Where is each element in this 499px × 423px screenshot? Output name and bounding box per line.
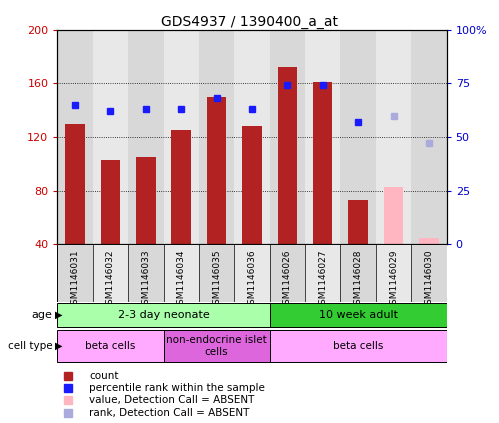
Bar [340,244,376,302]
Bar [411,244,447,302]
Text: non-endocrine islet
cells: non-endocrine islet cells [166,335,267,357]
Bar [164,244,199,302]
Text: GSM1146033: GSM1146033 [141,249,150,310]
Bar [269,303,447,327]
Bar [93,30,128,244]
Bar [57,330,164,362]
Bar [93,244,128,302]
Bar [57,244,93,302]
Text: ▶: ▶ [55,310,62,320]
Text: cell type: cell type [8,341,52,351]
Text: GSM1146028: GSM1146028 [354,249,363,310]
Bar [269,244,305,302]
Text: GSM1146026: GSM1146026 [283,249,292,310]
Bar [136,157,156,244]
Text: count: count [89,371,118,381]
Text: ▶: ▶ [55,341,62,351]
Bar [164,330,269,362]
Bar [164,30,199,244]
Bar [411,30,447,244]
Bar [128,30,164,244]
Bar [65,124,85,244]
Text: 10 week adult: 10 week adult [319,310,398,320]
Text: GSM1146034: GSM1146034 [177,249,186,310]
Bar [419,238,439,244]
Bar [207,97,227,244]
Bar [57,30,93,244]
Text: GSM1146036: GSM1146036 [248,249,256,310]
Text: GSM1146031: GSM1146031 [70,249,79,310]
Text: 2-3 day neonate: 2-3 day neonate [118,310,210,320]
Text: value, Detection Call = ABSENT: value, Detection Call = ABSENT [89,395,254,405]
Bar [199,244,235,302]
Bar [172,130,191,244]
Bar [384,187,403,244]
Bar [128,244,164,302]
Text: beta cells: beta cells [85,341,136,351]
Text: GSM1146030: GSM1146030 [425,249,434,310]
Bar [376,30,411,244]
Bar [376,244,411,302]
Bar [305,30,340,244]
Text: GSM1146027: GSM1146027 [318,249,327,310]
Bar [277,67,297,244]
Bar [235,244,269,302]
Bar [57,303,269,327]
Bar [235,30,269,244]
Bar [348,200,368,244]
Text: GSM1146032: GSM1146032 [106,249,115,310]
Text: beta cells: beta cells [333,341,383,351]
Bar [101,160,120,244]
Bar [340,30,376,244]
Text: GSM1146035: GSM1146035 [212,249,221,310]
Text: percentile rank within the sample: percentile rank within the sample [89,383,265,393]
Text: rank, Detection Call = ABSENT: rank, Detection Call = ABSENT [89,408,250,418]
Bar [305,244,340,302]
Bar [313,82,332,244]
Bar [269,30,305,244]
Text: GDS4937 / 1390400_a_at: GDS4937 / 1390400_a_at [161,15,338,29]
Text: age: age [31,310,52,320]
Bar [243,126,261,244]
Bar [199,30,235,244]
Bar [269,330,447,362]
Text: GSM1146029: GSM1146029 [389,249,398,310]
